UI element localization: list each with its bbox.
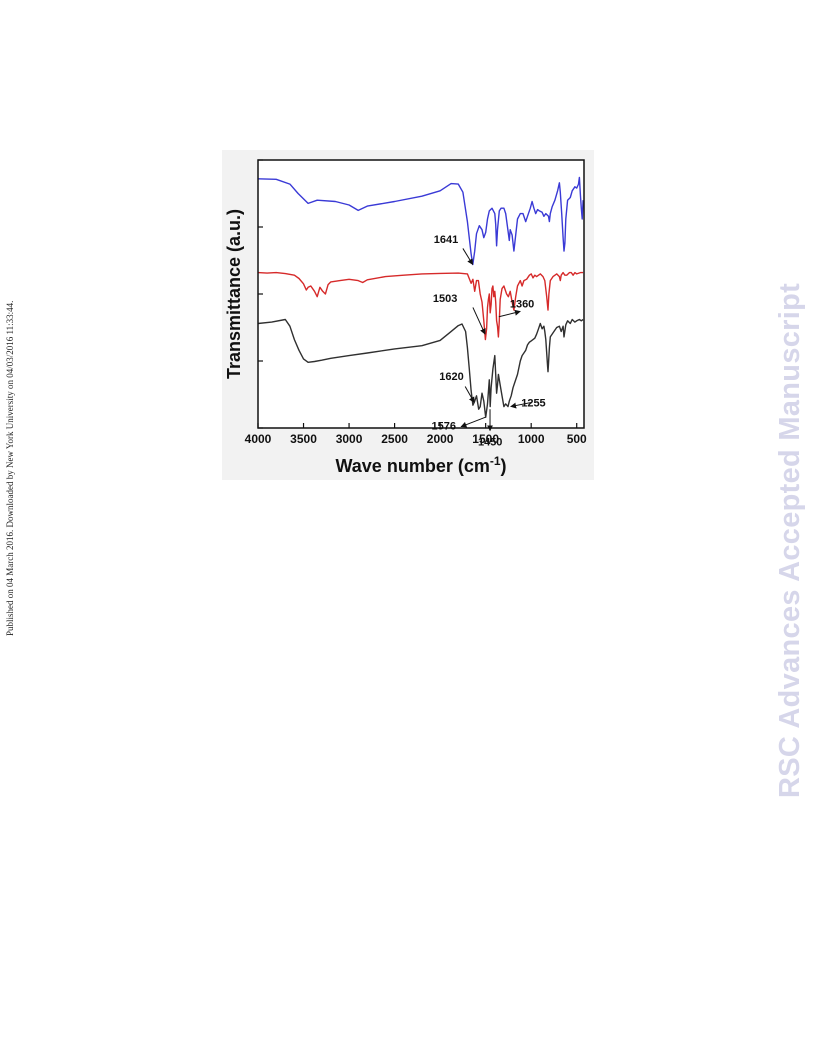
x-tick-label: 1500 <box>472 432 499 446</box>
annotation-label-1360: 1360 <box>510 298 534 310</box>
annotation-arrow-1255 <box>510 402 532 409</box>
journal-watermark: RSC Advances Accepted Manuscript <box>774 282 806 798</box>
x-tick-label: 3500 <box>290 432 317 446</box>
spectrum-line-2 <box>258 271 584 341</box>
annotation-arrow-1576 <box>460 416 486 428</box>
x-tick-label: 2500 <box>381 432 408 446</box>
x-tick-label: 3000 <box>336 432 363 446</box>
spectrum-line-1 <box>258 176 584 266</box>
publication-note: Published on 04 March 2016. Downloaded b… <box>5 300 15 636</box>
ftir-spectrum-chart: 4000 3500 3000 2500 2000 1500 1000 500 1641 1503… <box>222 150 594 480</box>
annotation-arrow-1360 <box>498 309 521 318</box>
annotation-label-1503: 1503 <box>433 293 457 305</box>
annotation-label-1641: 1641 <box>434 234 458 246</box>
annotation-arrow-1620 <box>464 386 475 404</box>
x-axis-label: Wave number (cm-1) <box>335 454 506 476</box>
x-tick-label: 1000 <box>518 432 545 446</box>
annotation-arrow-1641 <box>462 248 474 266</box>
annotation-arrow-1503 <box>472 307 486 335</box>
x-axis-label-superscript: -1 <box>490 454 501 468</box>
annotation-label-1255: 1255 <box>521 398 545 410</box>
x-tick-label: 4000 <box>245 432 272 446</box>
x-tick-label: 2000 <box>427 432 454 446</box>
plot-area <box>258 160 584 428</box>
annotation-label-1450: 1450 <box>478 436 502 448</box>
annotation-label-1620: 1620 <box>439 371 463 383</box>
annotation-label-1576: 1576 <box>432 420 456 432</box>
y-axis-label: Transmittance (a.u.) <box>224 209 244 379</box>
x-axis-label-close: ) <box>501 456 507 476</box>
x-tick-label: 500 <box>567 432 587 446</box>
spectrum-line-3 <box>258 318 584 418</box>
x-axis-label-main: Wave number (cm <box>335 456 489 476</box>
